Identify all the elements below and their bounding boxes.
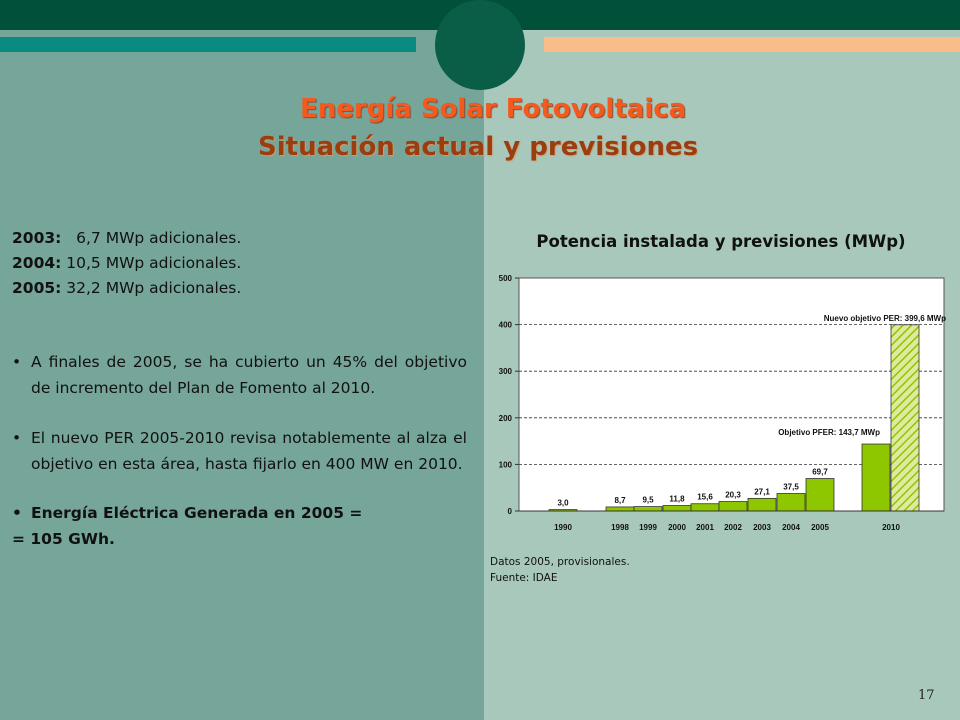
value-label-2001: 15,6	[697, 493, 713, 502]
page-number: 17	[918, 688, 935, 703]
bullet-list: • A finales de 2005, se ha cubierto un 45…	[12, 350, 467, 552]
bar-chart: 0 100 200 300 400 500 3,0 1990 8,7 1998 9,5 1999 11,…	[499, 274, 946, 532]
category-label-2004: 2004	[782, 523, 800, 532]
bar-1999	[633, 506, 663, 512]
yearly-additions: 2003: 6,7 MWp adicionales. 2004: 10,5 MW…	[12, 226, 241, 301]
slide-title: Energía Solar Fotovoltaica	[300, 94, 687, 124]
y-tick-label: 300	[499, 367, 513, 376]
value-label-1999: 9,5	[642, 496, 654, 505]
category-label-2001: 2001	[696, 523, 714, 532]
bar-2005	[805, 478, 835, 512]
stat-row-2004: 2004: 10,5 MWp adicionales.	[12, 254, 242, 272]
value-label-2003: 27,1	[754, 487, 770, 496]
stat-row-2005: 2005: 32,2 MWp adicionales.	[12, 279, 242, 297]
category-label-2000: 2000	[668, 523, 686, 532]
bar-2010-per	[890, 324, 920, 512]
y-tick-label: 500	[499, 274, 513, 283]
bar-2003	[747, 497, 777, 512]
category-label-2005: 2005	[811, 523, 829, 532]
bar-2004	[776, 493, 806, 512]
stat-row-2003: 2003: 6,7 MWp adicionales.	[12, 229, 242, 247]
value-label-2004: 37,5	[783, 483, 799, 492]
y-tick-label: 0	[508, 507, 513, 516]
note-source: Fuente: IDAE	[490, 572, 558, 584]
category-label-2003: 2003	[753, 523, 771, 532]
annotation-pfer: Objetivo PFER: 143,7 MWp	[778, 428, 880, 437]
bar-2010-pfer	[861, 443, 891, 512]
peach-stripe	[544, 37, 960, 52]
bar-2000	[662, 505, 692, 512]
category-label-1990: 1990	[554, 523, 572, 532]
category-label-2010: 2010	[882, 523, 900, 532]
value-label-1990: 3,0	[557, 499, 569, 508]
bar-2001	[690, 503, 720, 512]
bullet-item: • A finales de 2005, se ha cubierto un 45…	[12, 353, 467, 397]
value-label-2005: 69,7	[812, 468, 828, 477]
annotation-per: Nuevo objetivo PER: 399,6 MWp	[824, 314, 946, 323]
bar-2002	[718, 501, 748, 512]
category-label-2002: 2002	[724, 523, 742, 532]
y-tick-label: 100	[499, 460, 513, 469]
bullet-item-energy: • Energía Eléctrica Generada en 2005 =	[12, 504, 363, 522]
bar-1998	[605, 506, 635, 512]
chart-title: Potencia instalada y previsiones (MWp)	[536, 232, 906, 251]
teal-stripe	[0, 37, 416, 52]
category-label-1998: 1998	[611, 523, 629, 532]
slide-subtitle: Situación actual y previsiones	[258, 132, 699, 162]
value-label-2002: 20,3	[725, 491, 741, 500]
left-panel	[0, 30, 484, 720]
energy-value: = 105 GWh.	[12, 529, 115, 548]
y-tick-label: 200	[499, 414, 513, 423]
category-label-1999: 1999	[639, 523, 657, 532]
decorative-circle	[435, 0, 525, 90]
value-label-2000: 11,8	[669, 495, 685, 504]
y-tick-label: 400	[499, 321, 513, 330]
note-provisional: Datos 2005, provisionales.	[490, 556, 630, 568]
bullet-item: • El nuevo PER 2005-2010 revisa notableme…	[12, 429, 467, 473]
value-label-1998: 8,7	[614, 496, 626, 505]
